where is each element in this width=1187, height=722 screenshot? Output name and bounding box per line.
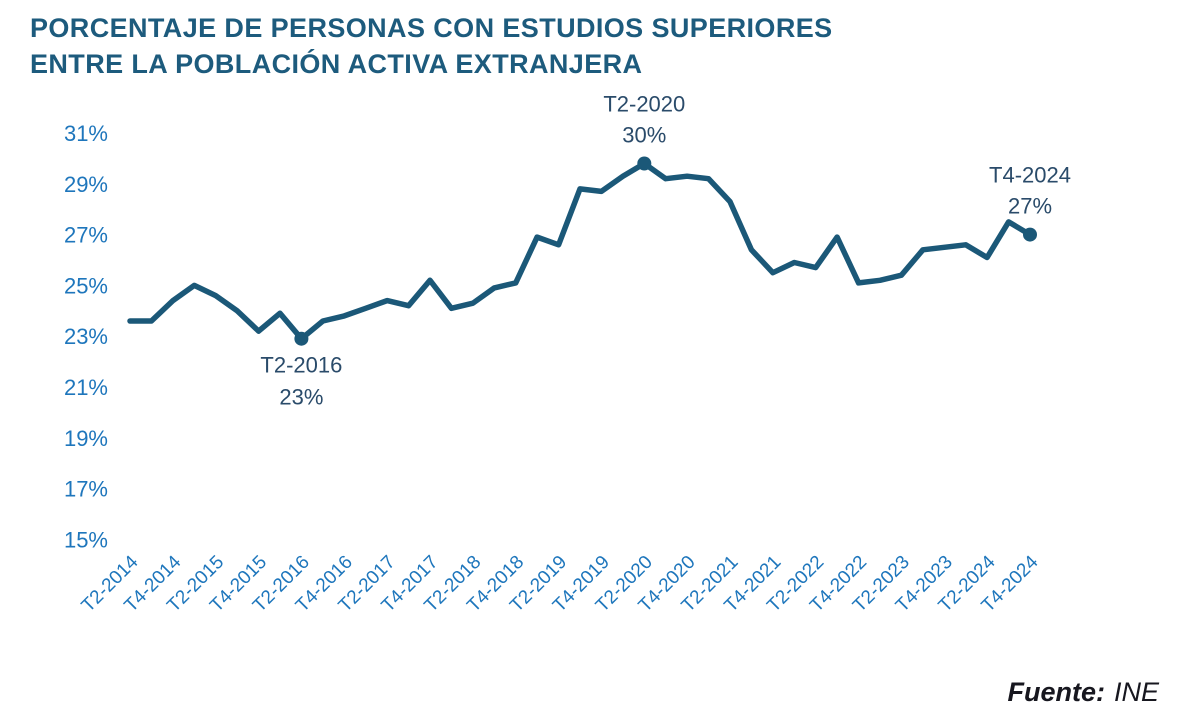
annotation-value-label: 30%	[622, 123, 666, 148]
y-axis-tick-label: 27%	[64, 223, 108, 248]
data-series-line	[127, 160, 1033, 342]
y-axis-tick-label: 17%	[64, 477, 108, 502]
source-value: INE	[1113, 677, 1159, 707]
annotation-quarter-label: T2-2016	[260, 353, 342, 378]
source-label: Fuente:	[1007, 677, 1105, 707]
line-chart: 31%29%27%25%23%21%19%17%15%T2-2014T4-201…	[64, 95, 1071, 617]
y-axis-tick-label: 21%	[64, 375, 108, 400]
y-axis-tick-label: 15%	[64, 527, 108, 552]
data-point-dot	[1023, 227, 1037, 242]
source-note: Fuente: INE	[1007, 677, 1159, 708]
data-point-dot	[637, 156, 652, 171]
chart-title: PORCENTAJE DE PERSONAS CON ESTUDIOS SUPE…	[30, 11, 833, 83]
chart-title-line2: ENTRE LA POBLACIÓN ACTIVA EXTRANJERA	[30, 48, 643, 79]
annotation-value-label: 23%	[279, 385, 323, 410]
y-axis-tick-label: 29%	[64, 172, 108, 197]
data-point-dot	[294, 331, 309, 346]
annotation-quarter-label: T4-2024	[989, 163, 1071, 188]
y-axis-tick-label: 31%	[64, 121, 108, 146]
y-axis-tick-label: 23%	[64, 324, 108, 349]
annotation-value-label: 27%	[1008, 194, 1052, 219]
chart-title-line1: PORCENTAJE DE PERSONAS CON ESTUDIOS SUPE…	[30, 13, 833, 43]
y-axis-tick-label: 25%	[64, 273, 108, 298]
y-axis-tick-label: 19%	[64, 426, 108, 451]
annotation-quarter-label: T2-2020	[603, 95, 685, 117]
